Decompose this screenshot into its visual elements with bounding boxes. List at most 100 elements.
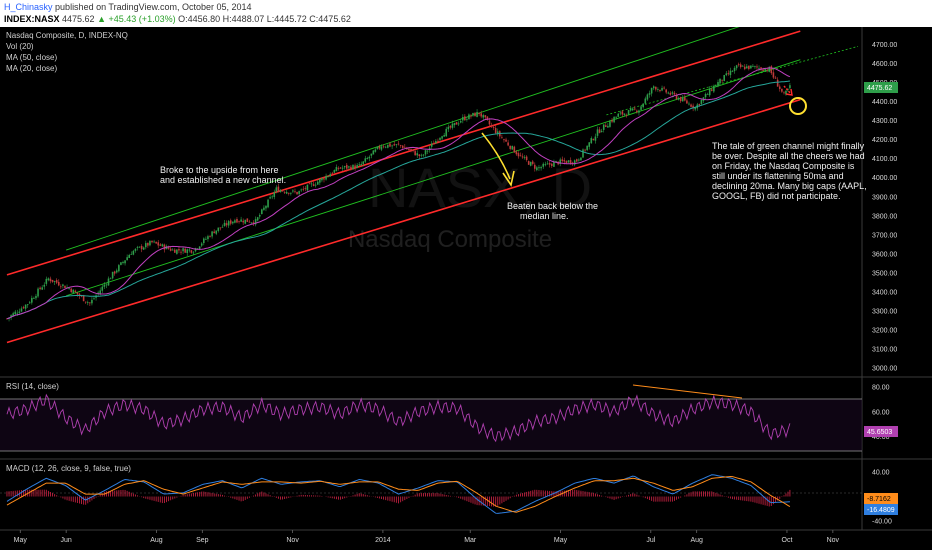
candle-body [16,312,19,314]
candle-body [169,248,172,251]
candle-body [12,313,14,317]
candle-body [629,108,632,111]
candle-body [669,92,672,95]
candle-body [677,97,680,100]
candle-body [24,304,27,309]
candle-body [743,66,746,70]
candle-body [486,116,489,120]
candle-body [642,103,644,108]
rsi-badge-text: 45.6503 [867,429,892,436]
candle-body [700,99,703,104]
candle-body [496,131,499,135]
candle-body [441,136,443,139]
candle-body [453,122,456,125]
candle-body [582,149,584,158]
candle-body [287,192,290,194]
candle-body [370,153,373,156]
main-legend: Nasdaq Composite, D, INDEX-NQ [6,31,128,40]
candle-body [258,215,261,217]
change-up-icon: ▲ [97,14,107,24]
candle-body [111,271,114,279]
candle-body [115,270,118,273]
candle-body [679,96,682,102]
candle-body [269,197,271,199]
candle-body [99,290,102,294]
candle-body [126,257,128,261]
candle-body [339,167,342,169]
high-value: H:4488.07 [222,14,265,24]
publish-info: published on TradingView.com, October 05… [55,2,252,12]
candle-body [667,92,670,94]
candle-body [652,86,655,89]
candle-body [35,295,37,299]
candle-body [517,153,520,157]
candle-body [331,172,334,174]
candle-body [389,143,391,147]
ma50-line [6,80,790,320]
candle-body [20,308,23,312]
candle-body [211,231,213,237]
candle-body [404,146,406,148]
candle-body [636,110,638,113]
candle-body [192,252,195,254]
candle-body [184,248,186,253]
candle-body [53,281,56,282]
x-tick-label: Aug [690,537,703,544]
candle-body [584,149,586,151]
annotation-broke-line1: Broke to the upside from here [160,165,279,175]
candle-body [93,298,95,300]
candle-body [68,288,70,290]
ma20-line [6,67,791,320]
candle-body [6,318,8,320]
candle-body [250,222,253,224]
candle-body [254,219,257,225]
candle-body [174,249,176,253]
candle-body [391,145,393,147]
candle-body [41,287,43,290]
candle-body [569,160,572,164]
last-price: 4475.62 [62,14,95,24]
candle-body [613,117,615,123]
candle-body [462,117,464,121]
candle-body [490,125,493,127]
candle-body [37,288,39,297]
candle-body [382,146,385,148]
candle-body [283,191,286,193]
yellow-arrow-head-icon [502,170,515,188]
candle-body [62,284,64,286]
candle-body [217,227,220,231]
candle-body [472,112,474,116]
chart-canvas[interactable]: NASX, D Nasdaq Composite 3000.003100.003… [0,27,932,550]
candle-body [638,110,640,113]
macd-line [6,474,790,514]
channel-median-dotted [606,45,859,116]
candle-body [686,100,688,104]
candle-body [60,286,62,288]
candle-body [244,219,247,224]
candle-body [314,184,317,186]
candle-body [692,105,694,109]
candle-body [327,175,329,177]
candle-body [384,146,387,148]
candle-body [89,302,91,304]
candle-body [200,243,203,246]
candle-body [248,221,251,223]
candle-body [134,248,137,251]
candle-body [435,141,437,144]
candle-body [323,178,325,180]
macd-tick-label: -40.00 [872,518,892,525]
candle-body [263,207,265,210]
candle-body [723,75,726,82]
candle-body [727,73,730,75]
x-tick-label: Oct [782,537,793,544]
candle-body [621,111,624,115]
candle-body [130,254,133,255]
author-link[interactable]: H_Chinasky [4,2,53,12]
channel-line-green [66,27,740,251]
price-change: +45.43 (+1.03%) [108,14,176,24]
candle-body [215,230,218,234]
candle-body [748,65,750,69]
candle-body [176,249,178,254]
candle-body [511,145,514,150]
candle-body [494,128,497,134]
